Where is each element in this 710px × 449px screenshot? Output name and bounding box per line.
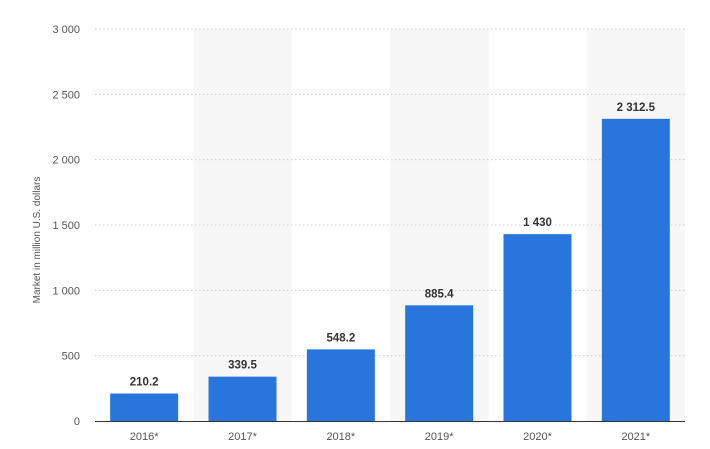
y-axis-ticks: 0 500 1 000 1 500 2 000 2 500 3 000	[52, 24, 80, 428]
bar-2017	[208, 376, 277, 421]
y-tick-label: 1 000	[52, 285, 80, 297]
y-tick-label: 2 000	[52, 155, 80, 167]
y-tick-label: 3 000	[52, 24, 80, 36]
bar-2020	[503, 234, 572, 421]
bar-2018	[306, 349, 375, 421]
x-tick-label: 2017*	[228, 431, 257, 443]
bar-2016	[110, 393, 179, 421]
y-tick-label: 500	[62, 351, 80, 363]
x-tick-label: 2019*	[425, 431, 454, 443]
x-axis-ticks: 2016* 2017* 2018* 2019* 2020* 2021*	[130, 431, 651, 443]
data-label: 339.5	[228, 360, 257, 372]
data-label: 548.2	[326, 332, 355, 344]
y-tick-label: 2 500	[52, 89, 80, 101]
data-label: 1 430	[523, 217, 552, 229]
bar-2019	[405, 305, 474, 421]
y-tick-label: 0	[74, 416, 80, 428]
x-tick-label: 2021*	[621, 431, 650, 443]
y-axis-label: Market in million U.S. dollars	[32, 177, 43, 304]
y-tick-label: 1 500	[52, 220, 80, 232]
data-label: 210.2	[130, 377, 159, 389]
data-label: 2 312.5	[617, 102, 656, 114]
bars: 210.2 339.5 548.2 885.4 1 430 2 312.5	[110, 102, 670, 421]
bar-2021	[601, 118, 670, 421]
x-tick-label: 2020*	[523, 431, 552, 443]
data-label: 885.4	[425, 288, 454, 300]
x-tick-label: 2016*	[130, 431, 159, 443]
x-tick-label: 2018*	[326, 431, 355, 443]
